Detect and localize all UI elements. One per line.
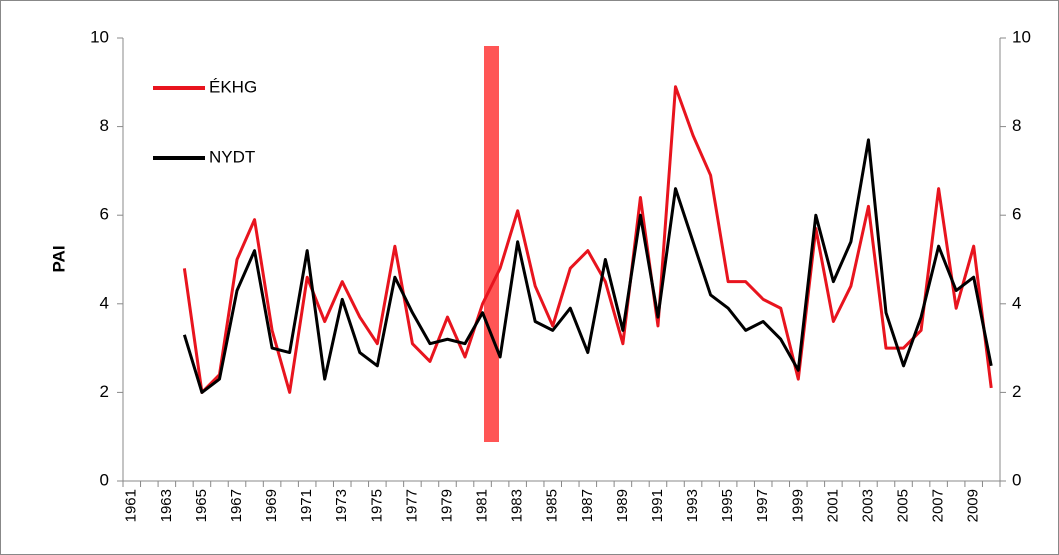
series-line: [182, 85, 993, 394]
y2-tick-label: 10: [1012, 27, 1031, 46]
x-tick-label: 1973: [333, 489, 350, 522]
highlight-band: [484, 46, 499, 442]
x-tick-label: 1967: [228, 489, 245, 522]
x-tick-label: 1979: [438, 489, 455, 522]
x-tick-label: 1991: [649, 489, 666, 522]
y2-tick-label: 0: [1012, 470, 1021, 489]
y-tick-label: 6: [100, 205, 109, 224]
y-tick-label: 8: [100, 116, 109, 135]
x-tick-label: 1999: [789, 489, 806, 522]
y-axis-label: PAI: [49, 245, 68, 272]
x-tick-label: 2005: [894, 489, 911, 522]
x-tick-label: 1983: [509, 489, 526, 522]
x-tick-label: 1995: [719, 489, 736, 522]
x-tick-label: 1965: [193, 489, 210, 522]
x-tick-label: 1969: [263, 489, 280, 522]
y-tick-label: 2: [100, 382, 109, 401]
x-tick-label: 1963: [158, 489, 175, 522]
y-tick-label: 10: [90, 27, 109, 46]
x-tick-label: 1981: [474, 489, 491, 522]
y-tick-label: 0: [100, 470, 109, 489]
x-tick-label: 2003: [859, 489, 876, 522]
x-tick-label: 1975: [368, 489, 385, 522]
y2-tick-label: 2: [1012, 382, 1021, 401]
x-tick-label: 1977: [403, 489, 420, 522]
x-tick-label: 1987: [579, 489, 596, 522]
x-tick-label: 1961: [123, 489, 140, 522]
legend-label: NYDT: [209, 147, 255, 166]
y-tick-label: 4: [100, 293, 109, 312]
x-tick-label: 1989: [614, 489, 631, 522]
y2-tick-label: 8: [1012, 116, 1021, 135]
x-tick-label: 1997: [754, 489, 771, 522]
y2-tick-label: 4: [1012, 293, 1021, 312]
x-tick-label: 2001: [824, 489, 841, 522]
x-tick-label: 1985: [544, 489, 561, 522]
x-tick-label: 2009: [965, 489, 982, 522]
x-tick-label: 1971: [298, 489, 315, 522]
x-tick-label: 2007: [930, 489, 947, 522]
legend-label: ÉKHG: [209, 77, 257, 96]
y2-tick-label: 6: [1012, 205, 1021, 224]
series-line: [182, 138, 993, 394]
x-tick-label: 1993: [684, 489, 701, 522]
